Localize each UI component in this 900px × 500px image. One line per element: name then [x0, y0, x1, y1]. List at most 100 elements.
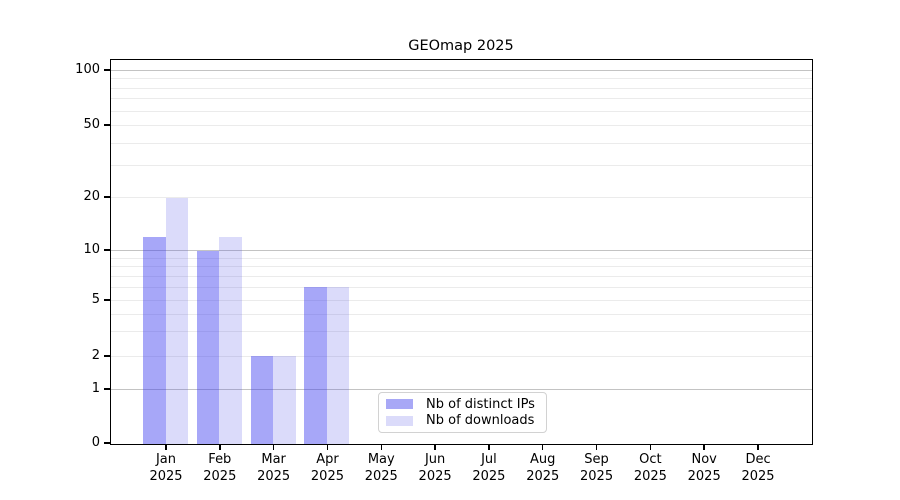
gridline-y-1 — [110, 389, 812, 390]
gridline-y-100 — [110, 70, 812, 71]
x-tick-mark-apr — [326, 444, 329, 450]
bar-downloads-apr — [326, 287, 350, 444]
x-tick-label-apr: Apr 2025 — [297, 452, 357, 485]
gridline-y-40 — [110, 142, 812, 144]
x-tick-label-dec: Dec 2025 — [728, 452, 788, 485]
x-tick-year: 2025 — [741, 468, 775, 484]
legend-label-distinct-ips: Nb of distinct IPs — [426, 396, 535, 412]
gridline-y-60 — [110, 110, 812, 112]
x-tick-year: 2025 — [257, 468, 291, 484]
bar-distinct-ips-mar — [250, 356, 274, 444]
gridline-y-5 — [110, 300, 812, 301]
y-tick-label-0: 0 — [91, 435, 100, 450]
legend-item-distinct-ips: Nb of distinct IPs — [386, 397, 539, 412]
bar-distinct-ips-apr — [304, 287, 327, 444]
x-tick-mark-aug — [541, 444, 544, 450]
x-tick-month: Oct — [639, 452, 662, 467]
x-tick-label-jan: Jan 2025 — [136, 452, 196, 485]
y-tick-mark-0 — [104, 442, 111, 444]
x-tick-label-feb: Feb 2025 — [190, 452, 250, 485]
x-tick-label-jun: Jun 2025 — [405, 452, 465, 485]
x-tick-month: Nov — [691, 452, 717, 467]
gridline-y-80 — [110, 87, 812, 89]
y-tick-label-5: 5 — [91, 291, 100, 307]
y-tick-mark-10 — [104, 249, 111, 251]
gridline-y-70 — [110, 98, 812, 100]
legend-swatch-distinct-ips-icon — [386, 399, 413, 410]
legend-swatch-downloads-icon — [386, 415, 413, 426]
gridline-y-2 — [110, 355, 812, 357]
y-tick-mark-20 — [104, 196, 111, 198]
x-tick-month: May — [367, 452, 395, 467]
bar-downloads-feb — [219, 236, 242, 444]
x-tick-label-aug: Aug 2025 — [513, 452, 573, 485]
y-tick-mark-5 — [104, 299, 111, 301]
chart-title: GEOmap 2025 — [408, 38, 514, 54]
y-tick-label-50: 50 — [83, 116, 100, 132]
gridline-y-8 — [110, 266, 812, 268]
gridline-y-9 — [110, 257, 812, 259]
gridline-y-50 — [110, 125, 812, 126]
gridline-y-6 — [110, 286, 812, 288]
x-tick-mark-oct — [649, 444, 652, 450]
x-tick-mark-jan — [165, 444, 167, 450]
y-tick-label-2: 2 — [91, 347, 100, 363]
x-tick-month: Jul — [481, 452, 497, 467]
x-tick-year: 2025 — [687, 468, 721, 484]
x-tick-label-oct: Oct 2025 — [620, 452, 680, 485]
bar-distinct-ips-jan — [143, 236, 166, 444]
x-tick-month: Mar — [261, 452, 286, 467]
x-tick-label-may: May 2025 — [351, 452, 411, 485]
x-tick-year: 2025 — [526, 468, 560, 484]
y-tick-label-20: 20 — [83, 188, 100, 204]
x-tick-year: 2025 — [633, 468, 667, 484]
x-tick-month: Aug — [530, 452, 556, 467]
gridline-y-10 — [110, 250, 812, 252]
x-tick-mark-jul — [488, 444, 490, 450]
x-tick-year: 2025 — [310, 468, 344, 484]
x-tick-month: Jan — [155, 452, 177, 467]
legend-item-downloads: Nb of downloads — [386, 413, 539, 428]
x-tick-year: 2025 — [472, 468, 506, 484]
x-tick-year: 2025 — [418, 468, 452, 484]
x-tick-mark-nov — [703, 444, 705, 450]
gridline-y-4 — [110, 313, 812, 315]
x-tick-mark-dec — [757, 444, 759, 450]
gridline-y-30 — [110, 165, 812, 167]
bar-downloads-mar — [273, 356, 296, 444]
legend-label-downloads: Nb of downloads — [426, 413, 535, 429]
x-tick-mark-sep — [595, 444, 598, 450]
x-tick-mark-jun — [434, 444, 436, 450]
x-tick-label-sep: Sep 2025 — [567, 452, 627, 485]
x-tick-month: Feb — [208, 452, 232, 467]
y-tick-mark-100 — [104, 69, 111, 71]
x-tick-year: 2025 — [580, 468, 614, 484]
x-tick-label-mar: Mar 2025 — [244, 452, 304, 485]
x-tick-mark-may — [380, 444, 383, 450]
x-tick-month: Sep — [584, 452, 609, 467]
y-tick-label-1: 1 — [91, 380, 100, 396]
x-tick-year: 2025 — [364, 468, 398, 484]
y-tick-label-10: 10 — [83, 242, 100, 257]
y-tick-label-100: 100 — [75, 61, 100, 77]
gridline-y-3 — [110, 331, 812, 333]
gridline-y-7 — [110, 275, 812, 277]
x-tick-year: 2025 — [149, 468, 183, 484]
y-tick-mark-2 — [104, 355, 111, 357]
bar-distinct-ips-feb — [196, 250, 220, 444]
x-tick-year: 2025 — [203, 468, 237, 484]
x-tick-label-jul: Jul 2025 — [459, 452, 519, 485]
x-tick-label-nov: Nov 2025 — [674, 452, 734, 485]
gridline-y-90 — [110, 78, 812, 80]
x-tick-mark-feb — [219, 444, 221, 450]
y-tick-mark-1 — [104, 388, 111, 390]
x-tick-month: Jun — [424, 452, 446, 467]
y-tick-mark-50 — [104, 124, 111, 126]
legend: Nb of distinct IPs Nb of downloads — [378, 392, 547, 433]
gridline-y-20 — [110, 197, 812, 198]
x-tick-month: Dec — [745, 452, 771, 467]
plot-area — [109, 58, 813, 445]
bar-downloads-jan — [165, 197, 188, 444]
x-tick-mark-mar — [272, 444, 275, 450]
